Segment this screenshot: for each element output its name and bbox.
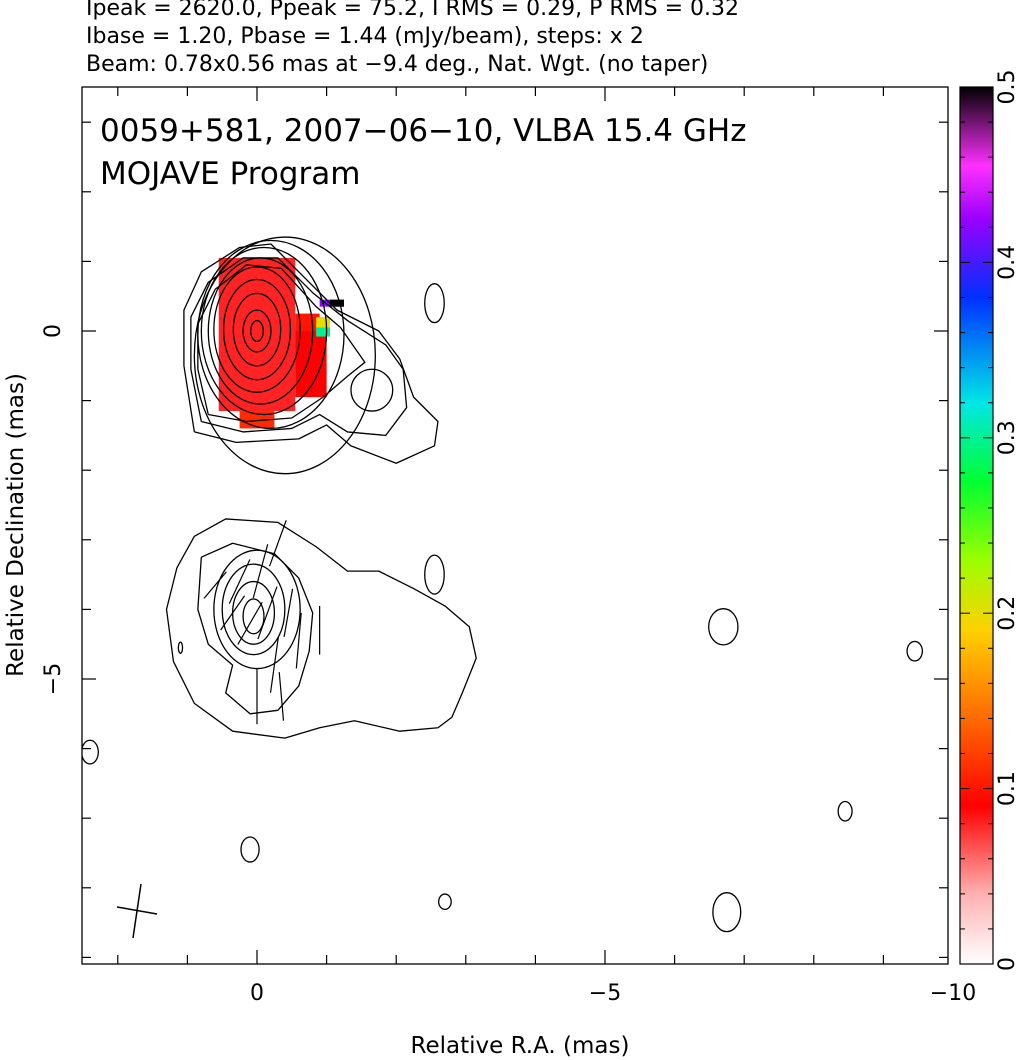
y-axis-label: Relative Declination (mas) <box>3 373 29 677</box>
colorbar-tick-labels: 0 0.1 0.2 0.3 0.4 0.5 <box>995 70 1020 972</box>
plot-title: 0059+581, 2007−06−10, VLBA 15.4 GHz <box>100 113 746 149</box>
contour-8 <box>250 319 264 343</box>
evpa-vector-3 <box>220 595 246 631</box>
colorbar-tick-label: 0.2 <box>995 596 1020 631</box>
evpa-vector-4 <box>237 601 263 645</box>
contour-22 <box>712 892 742 933</box>
y-tick-labels: 0 −5 <box>41 324 66 695</box>
contour-outline-4 <box>197 264 366 423</box>
contour-16 <box>708 608 739 646</box>
beam-minor-axis <box>116 906 158 915</box>
colorbar-tick-label: 0.3 <box>995 420 1020 455</box>
evpa-vectors <box>203 520 321 725</box>
colorbar-tick-label: 0.1 <box>995 771 1020 806</box>
contour-7 <box>242 309 272 353</box>
intensity-contours <box>82 236 924 933</box>
contour-20 <box>240 836 260 863</box>
contour-2 <box>200 246 328 416</box>
contour-outline-3 <box>190 257 408 437</box>
header-line-3: Beam: 0.78x0.56 mas at −9.4 deg., Nat. W… <box>86 52 709 77</box>
plot-subtitle: MOJAVE Program <box>100 156 360 192</box>
colorbar-tick-label: 0 <box>995 957 1020 971</box>
x-axis-label: Relative R.A. (mas) <box>411 1033 630 1059</box>
x-tick-labels: 0 −5 −10 <box>250 981 976 1006</box>
evpa-vector-6 <box>283 588 294 637</box>
header-line-1: Ipeak = 2620.0, Ppeak = 75.2, I RMS = 0.… <box>86 0 739 21</box>
contour-13 <box>231 580 276 645</box>
contour-4 <box>213 266 301 393</box>
pol-pixel-5 <box>316 327 331 337</box>
evpa-vector-11 <box>278 672 285 721</box>
colorbar-gradient <box>959 86 994 965</box>
colorbar: 0 0.1 0.2 0.3 0.4 0.5 <box>959 70 1020 972</box>
contour-23 <box>177 641 184 654</box>
evpa-vector-1 <box>252 544 269 599</box>
contour-5 <box>222 278 292 381</box>
pol-pixel-8 <box>330 299 344 307</box>
y-tick-label: −5 <box>41 663 66 695</box>
header-line-2: Ibase = 1.20, Pbase = 1.44 (mJy/beam), s… <box>86 24 644 49</box>
contour-21 <box>438 893 452 911</box>
contour-0 <box>193 236 376 475</box>
x-tick-label: −5 <box>589 981 621 1006</box>
plot-frame <box>81 86 949 965</box>
colorbar-ticks <box>960 86 993 965</box>
pol-pixel-0 <box>218 257 296 412</box>
contour-outline-2 <box>183 243 439 464</box>
y-tick-label: 0 <box>41 324 66 338</box>
contour-9 <box>350 368 394 412</box>
contour-19 <box>837 800 853 822</box>
contour-10 <box>424 283 445 324</box>
contour-11 <box>213 549 301 670</box>
contour-17 <box>906 640 924 662</box>
evpa-vector-5 <box>257 586 278 640</box>
contour-12 <box>221 563 286 656</box>
evpa-vector-12 <box>203 571 227 599</box>
beam-symbol <box>116 883 158 939</box>
polarization-colormap <box>218 257 344 429</box>
contour-18 <box>82 739 99 765</box>
x-tick-label: −10 <box>930 981 976 1006</box>
axis-ticks <box>82 87 948 964</box>
contour-6 <box>232 292 282 367</box>
x-tick-label: 0 <box>250 981 264 1006</box>
evpa-vector-2 <box>228 559 251 604</box>
contour-14 <box>242 598 265 635</box>
pol-pixel-4 <box>316 317 331 328</box>
colorbar-tick-label: 0.4 <box>995 245 1020 280</box>
colorbar-tick-label: 0.5 <box>995 70 1020 105</box>
contour-15 <box>424 554 445 595</box>
evpa-vector-0 <box>268 520 287 567</box>
evpa-vector-9 <box>269 637 279 693</box>
contour-outline-0 <box>165 518 477 739</box>
evpa-vector-7 <box>295 612 302 669</box>
contour-outline-1 <box>197 542 314 715</box>
